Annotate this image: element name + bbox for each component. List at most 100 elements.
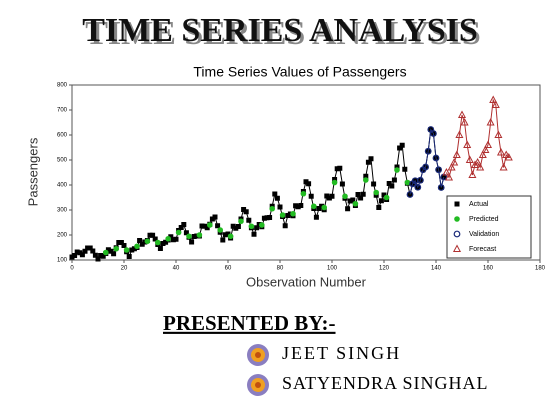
- point: [116, 240, 122, 245]
- point: [324, 193, 330, 199]
- point: [222, 232, 228, 238]
- point: [417, 176, 424, 184]
- point: [397, 145, 403, 151]
- point: [72, 253, 78, 258]
- point: [478, 150, 487, 158]
- point: [422, 163, 430, 171]
- slide-title: TIME SERIES ANALYSIS: [82, 12, 478, 49]
- x-tick-label: 160: [483, 266, 494, 272]
- y-tick-label: 100: [57, 258, 68, 264]
- point: [175, 229, 182, 236]
- point: [87, 245, 93, 251]
- title-shadow: TIME SERIES ANALYSIS: [85, 15, 481, 52]
- point: [105, 247, 111, 253]
- point: [489, 95, 498, 103]
- y-tick-label: 800: [57, 83, 68, 89]
- point: [279, 212, 286, 218]
- point: [204, 225, 210, 231]
- legend-marker: [454, 201, 460, 207]
- x-tick-label: 180: [535, 266, 546, 272]
- point: [332, 177, 338, 182]
- point: [444, 172, 454, 181]
- point: [264, 215, 270, 221]
- point: [376, 205, 382, 210]
- x-tick-label: 140: [431, 266, 442, 272]
- point: [238, 218, 244, 225]
- point: [316, 206, 322, 211]
- legend-marker: [453, 230, 461, 238]
- plot-frame: [71, 84, 541, 261]
- point: [74, 249, 80, 255]
- presenter-icon: [247, 374, 269, 396]
- point: [181, 222, 187, 227]
- point: [311, 203, 317, 210]
- point: [319, 203, 325, 209]
- point: [90, 248, 96, 254]
- point: [378, 198, 384, 204]
- point: [285, 213, 291, 218]
- x-tick-label: 100: [327, 266, 338, 272]
- point: [406, 191, 414, 198]
- point: [430, 130, 437, 137]
- point: [209, 216, 215, 222]
- legend-label: Predicted: [469, 216, 499, 223]
- series: [103, 167, 411, 256]
- point: [212, 214, 218, 220]
- point: [494, 130, 503, 138]
- point: [386, 181, 392, 186]
- point: [476, 162, 485, 171]
- point: [173, 236, 179, 242]
- point: [225, 231, 231, 237]
- point: [481, 145, 490, 153]
- point: [267, 215, 273, 220]
- point: [457, 110, 467, 118]
- point: [230, 223, 236, 229]
- point: [235, 224, 241, 229]
- point: [442, 167, 451, 176]
- point: [113, 245, 119, 252]
- series: [442, 95, 513, 181]
- x-tick-label: 20: [121, 266, 128, 272]
- point: [306, 181, 312, 187]
- point: [137, 238, 143, 243]
- point: [160, 241, 166, 246]
- point: [178, 225, 184, 230]
- x-tick-label: 60: [225, 266, 232, 272]
- legend-label: Validation: [469, 231, 499, 238]
- point: [491, 100, 500, 108]
- point: [399, 142, 405, 148]
- point: [389, 183, 395, 189]
- presenter-name: SATYENDRA SINGHAL: [282, 373, 489, 393]
- x-tick-label: 0: [70, 266, 74, 272]
- legend-marker: [452, 244, 462, 252]
- point: [352, 200, 359, 207]
- legend-label: Forecast: [469, 246, 496, 253]
- point: [111, 251, 117, 257]
- point: [358, 195, 364, 201]
- chart-title: Time Series Values of Passengers: [193, 64, 406, 80]
- point: [373, 189, 380, 196]
- point: [217, 227, 223, 233]
- y-tick-label: 200: [57, 233, 68, 239]
- y-tick-label: 500: [57, 158, 68, 164]
- point: [499, 162, 508, 171]
- point: [95, 256, 101, 262]
- point: [282, 223, 288, 229]
- point: [326, 195, 332, 201]
- point: [334, 166, 340, 172]
- point: [368, 156, 374, 162]
- legend-marker: [454, 216, 460, 222]
- point: [157, 246, 163, 251]
- point: [121, 243, 127, 248]
- point: [272, 191, 278, 197]
- point: [504, 152, 513, 161]
- point: [303, 179, 309, 185]
- point: [98, 253, 104, 258]
- point: [126, 254, 132, 259]
- point: [295, 204, 301, 210]
- point: [355, 192, 361, 197]
- point: [82, 248, 88, 254]
- point: [227, 233, 234, 240]
- point: [468, 170, 477, 178]
- legend-box: [446, 195, 532, 259]
